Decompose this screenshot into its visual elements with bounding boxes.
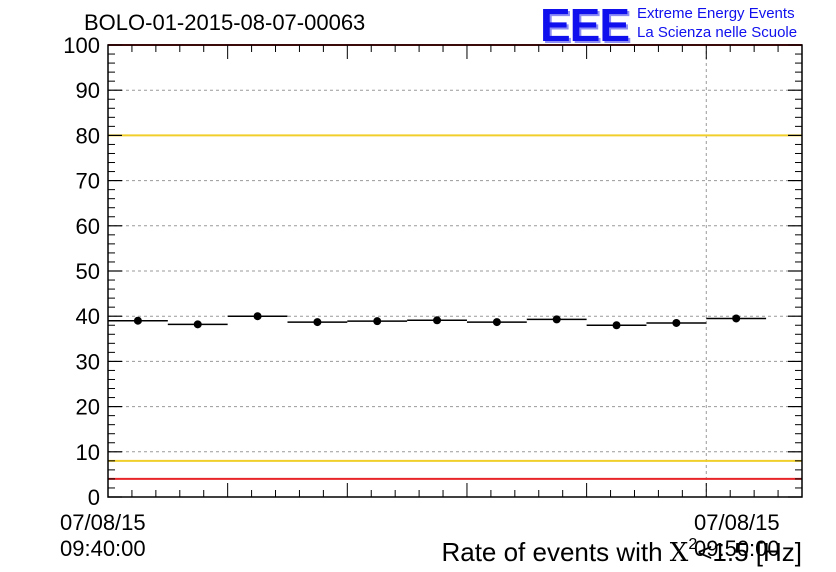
data-point — [433, 316, 442, 325]
x-title-prefix: Rate of events with — [441, 537, 670, 567]
y-tick-label: 100 — [63, 33, 100, 58]
y-tick-label: 90 — [76, 78, 100, 103]
x-tick-label-left: 07/08/15 09:40:00 — [60, 510, 146, 562]
data-series — [108, 312, 767, 330]
logo-line-1: Extreme Energy Events — [637, 5, 795, 22]
plot-frame — [107, 44, 803, 498]
x-tick-right-date: 07/08/15 — [694, 510, 780, 535]
x-tick-left-date: 07/08/15 — [60, 510, 146, 535]
data-point — [492, 318, 501, 327]
logo-caption: Extreme Energy Events La Scienza nelle S… — [637, 4, 797, 42]
data-point — [612, 321, 621, 330]
data-point — [672, 318, 681, 327]
x-tick-right-time: 09:50:00 — [694, 536, 780, 561]
y-tick-label: 10 — [76, 440, 100, 465]
y-tick-label: 0 — [88, 485, 100, 510]
data-point — [133, 316, 142, 325]
grid-layer — [108, 45, 802, 497]
x-title-chi: X — [669, 538, 689, 568]
data-point — [193, 320, 202, 329]
data-point — [552, 315, 561, 324]
data-point — [253, 312, 262, 321]
y-tick-label: 50 — [76, 259, 100, 284]
logo-line-2: La Scienza nelle Scuole — [637, 24, 798, 41]
data-point — [313, 318, 322, 327]
y-tick-label: 60 — [76, 214, 100, 239]
x-title-suffix: <1.5 [Hz] — [697, 537, 802, 567]
data-point — [373, 317, 382, 326]
x-axis-title: Rate of events with X2<1.5 [Hz] — [441, 536, 802, 568]
y-tick-label: 40 — [76, 304, 100, 329]
y-tick-label: 30 — [76, 349, 100, 374]
y-tick-label: 20 — [76, 395, 100, 420]
data-point — [732, 314, 741, 323]
y-tick-label: 70 — [76, 169, 100, 194]
y-tick-label: 80 — [76, 123, 100, 148]
x-tick-left-time: 09:40:00 — [60, 536, 146, 561]
y-tick-labels: 0 10 20 30 40 50 60 70 80 90 100 — [63, 33, 100, 510]
reference-lines — [108, 44, 802, 480]
x-title-sup: 2 — [688, 536, 698, 553]
x-tick-label-right: 07/08/15 09:50:00 — [694, 510, 780, 562]
eee-logo: EEE — [540, 0, 630, 51]
chart-title: BOLO-01-2015-08-07-00063 — [84, 10, 366, 35]
